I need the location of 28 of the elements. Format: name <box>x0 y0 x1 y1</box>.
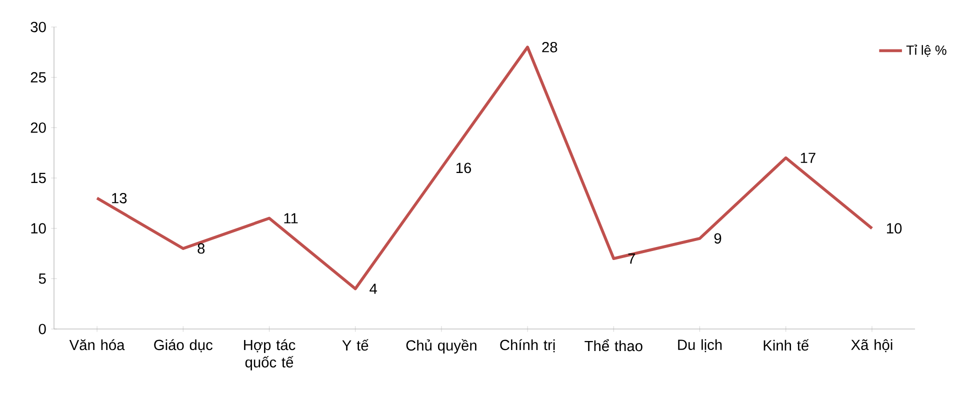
data-label: 7 <box>628 254 635 264</box>
y-tick-label: 15 <box>31 172 46 184</box>
x-tick-label: Y tế <box>342 339 369 351</box>
data-label: 8 <box>198 243 205 254</box>
x-tick-label: Chính trị <box>500 339 555 352</box>
y-tick-label: 10 <box>31 223 46 234</box>
data-label: 9 <box>714 233 722 244</box>
data-label: 11 <box>284 213 298 224</box>
data-label: 4 <box>370 284 377 294</box>
data-label: 13 <box>112 192 127 204</box>
y-tick-label: 5 <box>38 274 46 284</box>
data-label: 10 <box>886 223 902 234</box>
x-tick-label: Văn hóa <box>69 339 125 350</box>
x-tick-label: Chủ quyền <box>406 339 476 354</box>
legend-label: Tỉ lệ % <box>906 44 946 57</box>
x-tick-label: Du lịch <box>678 339 722 352</box>
x-tick-label: Thể thao <box>584 339 642 352</box>
x-tick-label: Xã hội <box>851 339 892 352</box>
data-label: 16 <box>456 162 472 174</box>
y-tick-label: 0 <box>38 324 46 334</box>
y-tick-label: 20 <box>30 122 46 133</box>
x-tick-label: Kinh tế <box>764 339 809 351</box>
x-tick-label: Giáo dục <box>154 339 213 352</box>
data-label: 28 <box>542 42 558 52</box>
data-label: 17 <box>800 152 816 163</box>
y-tick-label: 25 <box>30 72 46 83</box>
x-tick-label: Hợp tác quốc tế <box>244 339 296 370</box>
y-tick-label: 30 <box>30 22 46 32</box>
